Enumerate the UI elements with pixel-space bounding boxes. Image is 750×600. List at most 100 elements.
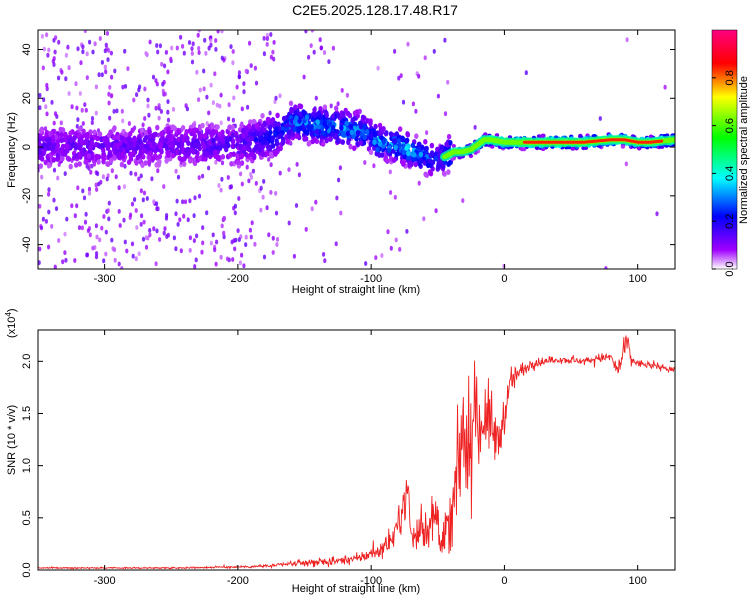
- spectral-cell: [98, 136, 104, 142]
- noise-speckle: [275, 242, 279, 247]
- spectral-cell: [330, 131, 335, 137]
- spectral-cell: [398, 126, 403, 132]
- noise-speckle: [205, 210, 209, 216]
- noise-speckle: [159, 109, 163, 114]
- spectrogram-x-ticks: -300 -200 -100 0 100: [94, 30, 647, 285]
- spectral-cell: [246, 143, 251, 149]
- noise-speckle: [169, 56, 173, 62]
- spectral-cell: [127, 137, 132, 143]
- noise-speckle: [227, 116, 231, 122]
- noise-speckle: [99, 179, 103, 185]
- spectral-cell: [335, 138, 340, 144]
- spectral-cell: [50, 145, 56, 152]
- spectral-cell: [260, 113, 265, 119]
- noise-speckle: [174, 168, 178, 174]
- noise-speckle: [76, 46, 80, 52]
- snr-panel: -300 -200 -100 0 100 0.0 0.5 1.0 1.5 2.0 Height …: [4, 308, 676, 595]
- spectral-cell: [163, 137, 168, 144]
- spectral-cell: [44, 132, 49, 138]
- noise-speckle: [254, 181, 258, 186]
- snr-series-line: [38, 335, 675, 570]
- noise-speckle: [134, 208, 138, 213]
- noise-speckle: [213, 71, 217, 77]
- spectral-cell: [249, 151, 254, 157]
- spectral-cell: [339, 125, 344, 131]
- noise-speckle: [131, 253, 135, 259]
- noise-speckle: [106, 208, 110, 214]
- spectral-cell: [352, 145, 357, 152]
- noise-speckle: [401, 99, 406, 105]
- noise-speckle: [38, 246, 42, 252]
- spectral-cell: [429, 150, 435, 156]
- noise-speckle: [322, 252, 326, 257]
- noise-speckle: [75, 203, 79, 209]
- spectral-cell: [73, 144, 79, 150]
- noise-speckle: [104, 229, 108, 235]
- noise-speckle: [240, 181, 244, 187]
- spectral-cell: [166, 129, 171, 135]
- noise-speckle: [246, 104, 250, 110]
- spectral-cell: [276, 121, 281, 128]
- spectral-cell: [226, 142, 231, 149]
- spectral-cell: [47, 137, 52, 143]
- spectral-cell: [202, 133, 207, 140]
- noise-speckle: [137, 176, 141, 182]
- noise-speckle: [182, 50, 186, 56]
- spectral-cell: [118, 140, 123, 147]
- spectral-cell: [65, 155, 71, 162]
- noise-speckle: [113, 257, 117, 263]
- noise-speckle: [156, 168, 160, 174]
- x-tick-label: -300: [94, 575, 116, 587]
- snr-y-label: SNR (10 * v/v): [6, 405, 18, 475]
- noise-speckle: [44, 219, 49, 224]
- noise-speckle: [271, 235, 275, 241]
- noise-speckle: [205, 94, 209, 100]
- noise-speckle: [229, 184, 233, 190]
- noise-speckle: [234, 237, 238, 243]
- noise-speckle: [273, 99, 277, 105]
- spectral-cell: [348, 143, 353, 150]
- noise-speckle: [334, 241, 338, 247]
- noise-speckle: [121, 118, 125, 124]
- noise-speckle: [425, 130, 429, 136]
- spectral-cell: [109, 157, 114, 164]
- noise-speckle: [63, 171, 67, 177]
- noise-speckle: [148, 232, 152, 238]
- noise-speckle: [133, 197, 137, 202]
- noise-speckle: [322, 50, 327, 55]
- noise-speckle: [274, 210, 279, 216]
- noise-speckle: [461, 198, 465, 204]
- noise-speckle: [309, 43, 313, 48]
- noise-speckle: [201, 225, 205, 231]
- spectral-cell: [38, 163, 43, 169]
- spectral-cell: [620, 144, 626, 149]
- spectral-cell: [570, 146, 576, 151]
- noise-speckle: [139, 222, 143, 227]
- snr-frame: [37, 329, 676, 571]
- spectral-cell: [68, 136, 73, 142]
- spectral-cell: [285, 138, 290, 145]
- spectral-cell: [101, 156, 106, 162]
- noise-speckle: [127, 121, 131, 126]
- noise-speckle: [207, 165, 211, 171]
- noise-speckle: [434, 208, 438, 214]
- noise-speckle: [193, 264, 197, 269]
- noise-speckle: [47, 244, 51, 250]
- noise-speckle: [95, 187, 99, 192]
- noise-speckle: [63, 250, 67, 256]
- spectral-cell: [58, 126, 63, 133]
- noise-speckle: [137, 251, 141, 257]
- spectral-cell: [123, 131, 129, 138]
- spectral-cell: [112, 155, 118, 161]
- spectral-cell: [294, 133, 299, 139]
- noise-speckle: [170, 45, 174, 51]
- spectral-cell: [426, 162, 431, 169]
- y-tick-label: 1.0: [21, 458, 33, 473]
- spectral-cell: [444, 141, 449, 148]
- spectral-cell: [331, 113, 336, 120]
- spectral-cell: [121, 142, 127, 149]
- noise-speckle: [186, 217, 190, 223]
- noise-speckle: [141, 197, 145, 203]
- spectral-cell: [234, 130, 239, 137]
- x-tick-label: -100: [360, 273, 382, 285]
